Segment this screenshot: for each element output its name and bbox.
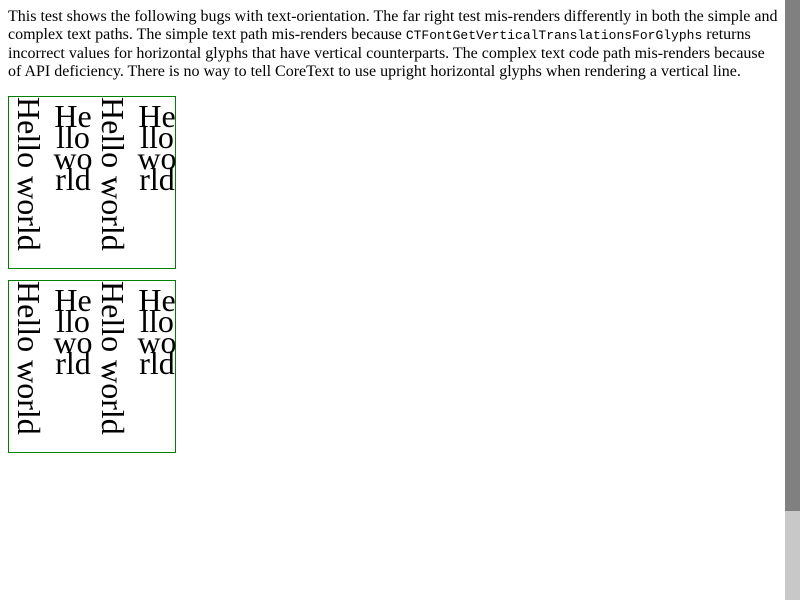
- test-2-column-1-sideways: Hello world: [11, 281, 47, 435]
- test-1-column-2-upright: Hello world: [53, 98, 93, 197]
- test-1-column-3-sideways: Hello world: [95, 97, 131, 251]
- test-2-column-2-upright: Hello world: [53, 282, 93, 381]
- test-description: This test shows the following bugs with …: [8, 8, 778, 81]
- description-text-end: returns incorrect values for horizontal …: [8, 26, 765, 80]
- test-box-1: Hello world Hello world Hello world Hell…: [8, 96, 177, 269]
- description-text-start: This test shows the following bugs with …: [8, 8, 778, 43]
- test-1-column-1-sideways: Hello world: [11, 97, 47, 251]
- test-2-column-4-upright: Hello world: [137, 282, 177, 381]
- test-1-column-4-upright: Hello world: [137, 98, 177, 197]
- test-box-2: Hello world Hello world Hello world Hell…: [8, 280, 177, 453]
- vertical-scrollbar[interactable]: [785, 0, 800, 600]
- api-function-name: CTFontGetVerticalTranslationsForGlyphs: [405, 28, 703, 43]
- scrollbar-thumb[interactable]: [785, 0, 800, 511]
- test-2-column-3-sideways: Hello world: [95, 281, 131, 435]
